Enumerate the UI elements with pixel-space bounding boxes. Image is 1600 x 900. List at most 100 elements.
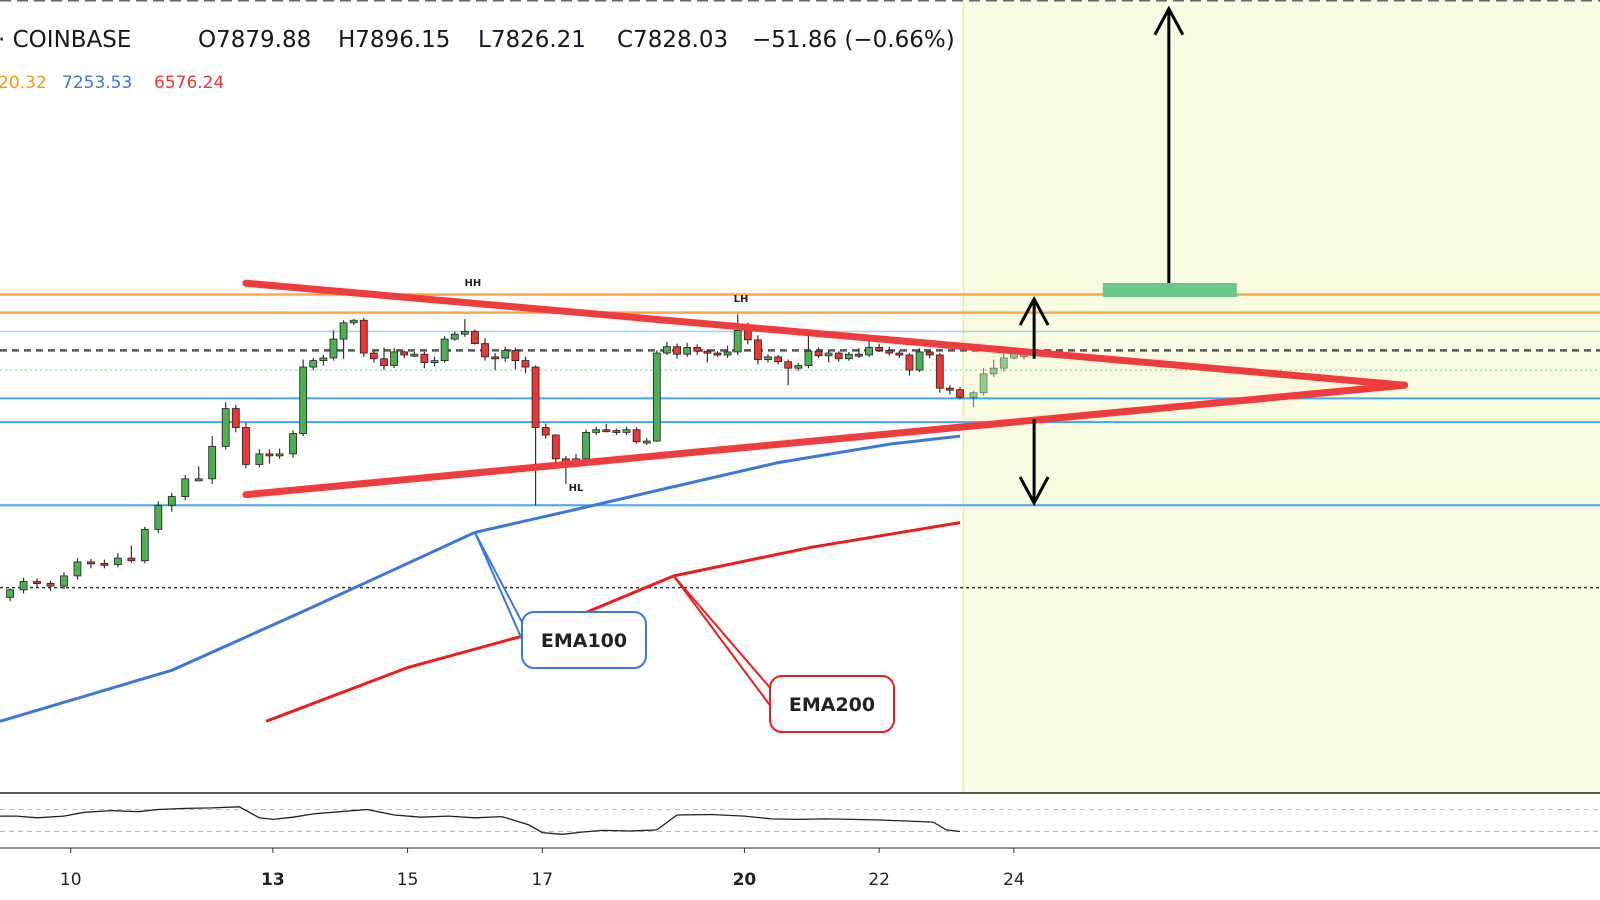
arrow-head bbox=[1018, 295, 1050, 326]
candle-body bbox=[531, 366, 540, 428]
candle-26 bbox=[329, 330, 338, 361]
candle-body bbox=[450, 333, 459, 340]
candle-63 bbox=[703, 349, 712, 363]
candle-body bbox=[359, 319, 368, 354]
candle-body bbox=[87, 561, 95, 565]
candle-28 bbox=[349, 319, 358, 325]
candle-body bbox=[275, 453, 284, 457]
candle-72 bbox=[794, 362, 803, 371]
candle-body bbox=[663, 346, 671, 354]
candle-body bbox=[541, 427, 550, 436]
candle-13 bbox=[181, 475, 190, 501]
candle-73 bbox=[804, 333, 813, 369]
candle-35 bbox=[420, 351, 429, 369]
candle-body bbox=[460, 331, 469, 335]
tick-label-13: 13 bbox=[261, 870, 285, 890]
change-value: −51.86 (−0.66%) bbox=[752, 27, 955, 53]
candle-61 bbox=[683, 342, 692, 357]
candle-36 bbox=[430, 356, 439, 367]
arrow-up-long bbox=[1153, 5, 1185, 284]
candle-5 bbox=[73, 558, 82, 580]
candle-body bbox=[969, 392, 978, 398]
moving-averages bbox=[0, 434, 961, 723]
candle-body bbox=[683, 347, 692, 355]
forecast-arrows bbox=[1018, 5, 1237, 507]
candle-body bbox=[743, 330, 752, 341]
candle-body bbox=[309, 360, 318, 368]
candle-body bbox=[774, 356, 783, 363]
candle-1 bbox=[19, 577, 28, 594]
candle-body bbox=[511, 350, 520, 362]
tick-label-20: 20 bbox=[733, 870, 757, 890]
candle-85 bbox=[925, 350, 934, 358]
annotation-hl: HL bbox=[569, 483, 584, 494]
candle-body bbox=[113, 557, 122, 565]
ema100-line bbox=[0, 434, 961, 723]
candle-22 bbox=[289, 430, 297, 458]
candle-29 bbox=[359, 317, 368, 357]
candle-92 bbox=[999, 353, 1008, 372]
candle-74 bbox=[814, 347, 823, 358]
candle-body bbox=[208, 445, 217, 480]
callout-box bbox=[521, 611, 647, 669]
candle-2 bbox=[33, 578, 41, 588]
time-axis: 10 13 15 17 20 22 24 bbox=[60, 848, 1025, 890]
candle-body bbox=[181, 478, 190, 497]
candle-body bbox=[167, 496, 176, 506]
candle-body bbox=[319, 357, 328, 362]
candle-10 bbox=[140, 526, 149, 564]
candle-body bbox=[723, 351, 732, 356]
candle-24 bbox=[309, 357, 318, 371]
callout-label: EMA100 bbox=[541, 630, 627, 652]
candle-body bbox=[471, 331, 479, 345]
candle-body bbox=[652, 352, 661, 442]
candle-21 bbox=[275, 448, 284, 459]
candle-52 bbox=[592, 426, 601, 436]
candle-25 bbox=[319, 354, 328, 366]
candle-59 bbox=[663, 341, 671, 355]
ema200-line bbox=[265, 521, 961, 723]
candle-3 bbox=[46, 580, 55, 591]
candle-91 bbox=[989, 359, 998, 377]
candle-body bbox=[824, 352, 833, 357]
candle-31 bbox=[380, 347, 388, 371]
candle-39 bbox=[460, 319, 469, 337]
candle-19 bbox=[255, 449, 264, 468]
candle-body bbox=[814, 350, 823, 357]
candle-53 bbox=[602, 423, 611, 433]
ma-value-red: 6576.24 bbox=[154, 73, 224, 93]
candle-30 bbox=[369, 351, 378, 363]
ema-callouts: EMA100 EMA200 bbox=[474, 531, 895, 733]
rsi-pane bbox=[0, 792, 1600, 849]
candle-body bbox=[956, 389, 964, 398]
candle-81 bbox=[885, 346, 894, 356]
candle-body bbox=[194, 478, 203, 482]
candle-40 bbox=[471, 329, 479, 345]
candle-37 bbox=[440, 336, 449, 363]
candle-60 bbox=[673, 343, 681, 359]
candle-46 bbox=[531, 365, 540, 506]
candle-body bbox=[369, 352, 378, 360]
candle-8 bbox=[113, 553, 122, 568]
callout-label: EMA200 bbox=[789, 694, 875, 716]
candle-body bbox=[255, 453, 264, 465]
candle-body bbox=[895, 352, 904, 356]
candle-body bbox=[804, 350, 813, 366]
symbol-label: · COINBASE bbox=[0, 27, 131, 53]
candle-4 bbox=[60, 572, 68, 590]
target-zone bbox=[1102, 283, 1237, 298]
candle-44 bbox=[511, 347, 520, 370]
candle-body bbox=[703, 350, 712, 354]
candle-body bbox=[241, 427, 250, 465]
candle-body bbox=[905, 354, 914, 371]
candle-body bbox=[632, 429, 641, 443]
candle-88 bbox=[956, 387, 964, 400]
candle-body bbox=[979, 373, 988, 394]
candle-75 bbox=[824, 350, 833, 363]
triangle-upper-line bbox=[242, 279, 1409, 389]
candle-body bbox=[390, 351, 399, 366]
candle-71 bbox=[784, 359, 793, 386]
candle-70 bbox=[774, 354, 783, 365]
candle-43 bbox=[501, 346, 510, 362]
